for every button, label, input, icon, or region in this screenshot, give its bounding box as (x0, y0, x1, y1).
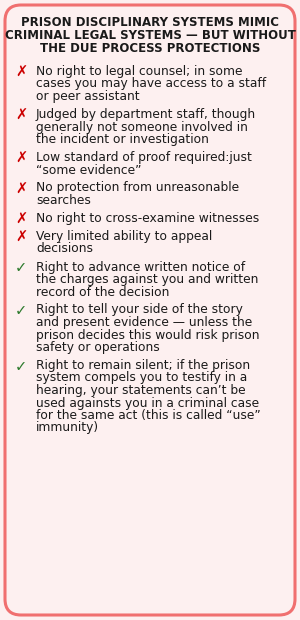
Text: No protection from unreasonable: No protection from unreasonable (36, 182, 239, 195)
Text: hearing, your statements can’t be: hearing, your statements can’t be (36, 384, 246, 397)
Text: ✓: ✓ (15, 304, 27, 319)
Text: ✗: ✗ (15, 212, 27, 227)
Text: generally not someone involved in: generally not someone involved in (36, 120, 248, 133)
Text: the incident or investigation: the incident or investigation (36, 133, 209, 146)
Text: immunity): immunity) (36, 422, 99, 435)
Text: for the same act (this is called “use”: for the same act (this is called “use” (36, 409, 261, 422)
Text: prison decides this would risk prison: prison decides this would risk prison (36, 329, 260, 342)
Text: system compels you to testify in a: system compels you to testify in a (36, 371, 247, 384)
Text: PRISON DISCIPLINARY SYSTEMS MIMIC: PRISON DISCIPLINARY SYSTEMS MIMIC (21, 16, 279, 29)
Text: or peer assistant: or peer assistant (36, 90, 140, 103)
Text: used againsts you in a criminal case: used againsts you in a criminal case (36, 397, 259, 409)
Text: record of the decision: record of the decision (36, 285, 169, 298)
FancyBboxPatch shape (5, 5, 295, 615)
Text: Low standard of proof required:just: Low standard of proof required:just (36, 151, 252, 164)
Text: ✗: ✗ (15, 151, 27, 166)
Text: CRIMINAL LEGAL SYSTEMS — BUT WITHOUT: CRIMINAL LEGAL SYSTEMS — BUT WITHOUT (4, 29, 296, 42)
Text: Right to tell your side of the story: Right to tell your side of the story (36, 304, 243, 316)
Text: THE DUE PROCESS PROTECTIONS: THE DUE PROCESS PROTECTIONS (40, 42, 260, 55)
Text: ✗: ✗ (15, 108, 27, 123)
Text: decisions: decisions (36, 242, 93, 255)
Text: ✗: ✗ (15, 65, 27, 80)
Text: ✓: ✓ (15, 359, 27, 374)
Text: Right to remain silent; if the prison: Right to remain silent; if the prison (36, 359, 250, 372)
Text: safety or operations: safety or operations (36, 341, 160, 354)
Text: Judged by department staff, though: Judged by department staff, though (36, 108, 256, 121)
Text: searches: searches (36, 194, 91, 207)
Text: and present evidence — unless the: and present evidence — unless the (36, 316, 252, 329)
Text: ✗: ✗ (15, 230, 27, 245)
Text: cases you may have access to a staff: cases you may have access to a staff (36, 78, 266, 91)
Text: “some evidence”: “some evidence” (36, 164, 142, 177)
Text: No right to legal counsel; in some: No right to legal counsel; in some (36, 65, 242, 78)
Text: No right to cross-examine witnesses: No right to cross-examine witnesses (36, 212, 259, 225)
Text: ✓: ✓ (15, 260, 27, 275)
Text: the charges against you and written: the charges against you and written (36, 273, 258, 286)
Text: Very limited ability to appeal: Very limited ability to appeal (36, 230, 212, 243)
Text: Right to advance written notice of: Right to advance written notice of (36, 260, 245, 273)
Text: ✗: ✗ (15, 182, 27, 197)
